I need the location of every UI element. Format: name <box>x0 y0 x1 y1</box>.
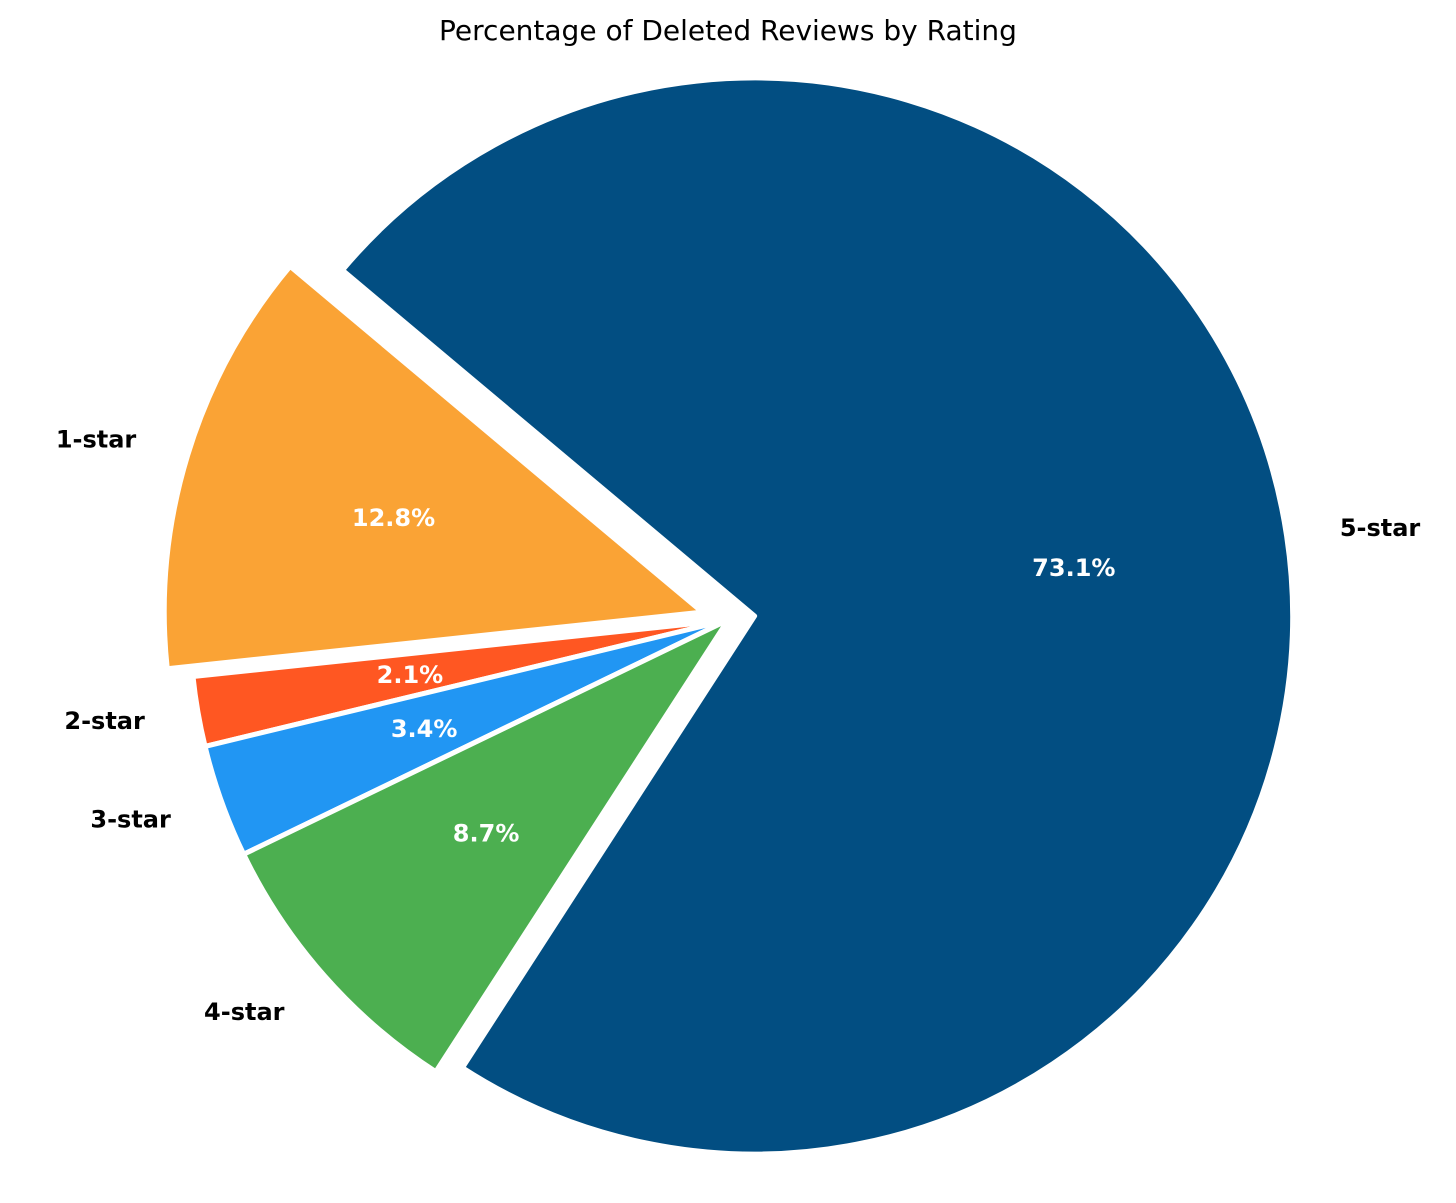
category-label-2-star: 2-star <box>64 707 145 735</box>
category-label-3-star: 3-star <box>90 805 171 833</box>
pct-label-2-star: 2.1% <box>377 661 444 689</box>
category-label-1-star: 1-star <box>56 425 137 453</box>
pie-slice-1-star <box>161 263 705 672</box>
category-label-5-star: 5-star <box>1340 514 1421 542</box>
category-label-4-star: 4-star <box>204 998 285 1026</box>
pct-label-3-star: 3.4% <box>391 715 458 743</box>
pie-slice-4-star <box>241 617 731 1075</box>
pie-slice-5-star <box>339 75 1296 1157</box>
pie-slices <box>161 75 1296 1157</box>
pct-label-4-star: 8.7% <box>453 820 520 848</box>
pie-labels: 12.8% 1-star 2.1% 2-star 3.4% 3-star 8.7% 4-sta… <box>56 425 1421 1026</box>
chart-title: Percentage of Deleted Reviews by Rating <box>439 14 1017 47</box>
pct-label-1-star: 12.8% <box>352 504 435 532</box>
pct-label-5-star: 73.1% <box>1032 554 1115 582</box>
